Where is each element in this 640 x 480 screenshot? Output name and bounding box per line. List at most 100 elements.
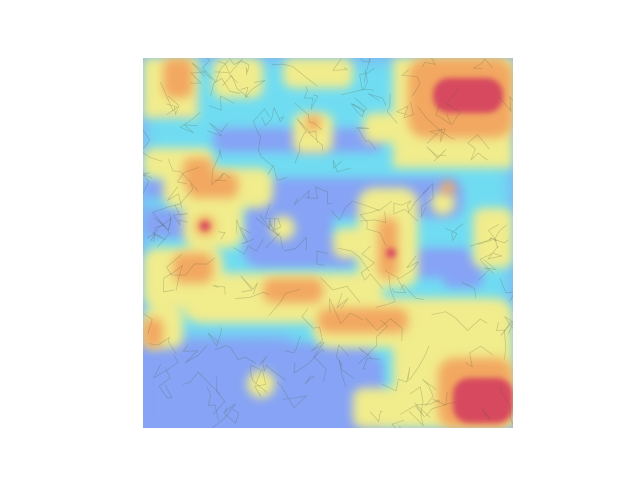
texture-line — [421, 378, 437, 407]
texture-line — [445, 223, 464, 242]
texture-line — [190, 71, 206, 84]
texture-line — [208, 95, 234, 111]
texture-line — [255, 214, 283, 250]
texture-line — [425, 391, 448, 417]
texture-line — [303, 85, 319, 110]
texture-line — [210, 77, 241, 97]
texture-line — [276, 381, 308, 409]
texture-line — [384, 255, 420, 279]
texture-line — [207, 327, 222, 347]
texture-line — [240, 275, 259, 295]
texture-line — [393, 200, 419, 222]
texture-line — [432, 398, 456, 405]
texture-line — [356, 126, 376, 150]
texture-line — [478, 259, 498, 280]
texture-line — [304, 375, 314, 385]
texture-line — [358, 347, 380, 370]
texture-line — [267, 164, 288, 181]
texture-line — [150, 217, 172, 242]
texture-line — [265, 219, 280, 249]
texture-line — [293, 348, 325, 374]
texture-line — [477, 238, 509, 245]
texture-line — [305, 186, 333, 205]
texture-line — [214, 172, 227, 182]
texture-line — [500, 385, 513, 426]
texture-line — [211, 148, 231, 186]
texture-line — [479, 245, 503, 274]
texture-line — [365, 318, 403, 342]
texture-line — [268, 288, 300, 316]
texture-line — [445, 88, 461, 126]
texture-line — [254, 369, 267, 398]
texture-line — [179, 111, 201, 134]
texture-line — [261, 106, 285, 127]
texture-line — [158, 368, 173, 399]
texture-line — [408, 386, 424, 427]
texture-line — [415, 399, 440, 418]
texture-line — [421, 182, 434, 218]
texture-line — [435, 104, 452, 125]
texture-line — [401, 69, 421, 97]
texture-line — [223, 408, 240, 424]
texture-line — [426, 128, 446, 144]
texture-line — [301, 308, 323, 352]
heatmap-layer-peak — [200, 78, 513, 423]
texture-line — [369, 410, 383, 423]
heatmap-panel — [143, 58, 513, 428]
micrograph-texture — [143, 58, 513, 428]
texture-line — [469, 224, 499, 247]
texture-line — [359, 67, 375, 91]
texture-line — [158, 212, 172, 231]
texture-line — [336, 292, 349, 309]
texture-line — [496, 321, 507, 360]
texture-line — [417, 106, 456, 140]
texture-line — [359, 211, 386, 223]
texture-line — [228, 58, 243, 84]
texture-line — [264, 203, 282, 231]
texture-line — [400, 283, 424, 300]
texture-line — [163, 264, 184, 293]
texture-line — [172, 204, 188, 226]
texture-line — [259, 355, 286, 381]
texture-line — [182, 371, 221, 394]
texture-line — [350, 103, 365, 118]
texture-line — [421, 58, 437, 68]
texture-line — [359, 209, 387, 246]
texture-line — [332, 58, 348, 71]
texture-line — [232, 238, 264, 255]
texture-line — [381, 366, 411, 392]
texture-line — [352, 97, 368, 113]
texture-line — [212, 403, 236, 428]
texture-line — [358, 319, 389, 365]
texture-line — [494, 224, 507, 249]
texture-line — [143, 174, 153, 195]
texture-line — [320, 277, 361, 303]
texture-line — [367, 93, 387, 106]
texture-line — [143, 312, 153, 335]
texture-line — [307, 130, 324, 151]
texture-line — [235, 292, 270, 299]
texture-line — [202, 58, 229, 83]
texture-line — [341, 69, 368, 96]
texture-line — [481, 408, 491, 420]
texture-line — [166, 95, 180, 116]
texture-line — [467, 134, 490, 161]
texture-line — [375, 275, 396, 308]
texture-line — [500, 316, 513, 336]
texture-line — [396, 101, 415, 119]
texture-line — [472, 58, 493, 70]
texture-line — [316, 250, 329, 266]
texture-line — [336, 344, 350, 366]
texture-line — [212, 285, 226, 295]
texture-line — [212, 376, 226, 415]
texture-line — [391, 419, 405, 428]
texture-line — [499, 278, 513, 302]
texture-line — [228, 58, 250, 76]
texture-line — [271, 63, 318, 87]
texture-line — [206, 387, 219, 421]
texture-line — [221, 74, 249, 99]
texture-line — [431, 311, 488, 331]
texture-line — [148, 336, 177, 355]
texture-line — [329, 298, 364, 325]
